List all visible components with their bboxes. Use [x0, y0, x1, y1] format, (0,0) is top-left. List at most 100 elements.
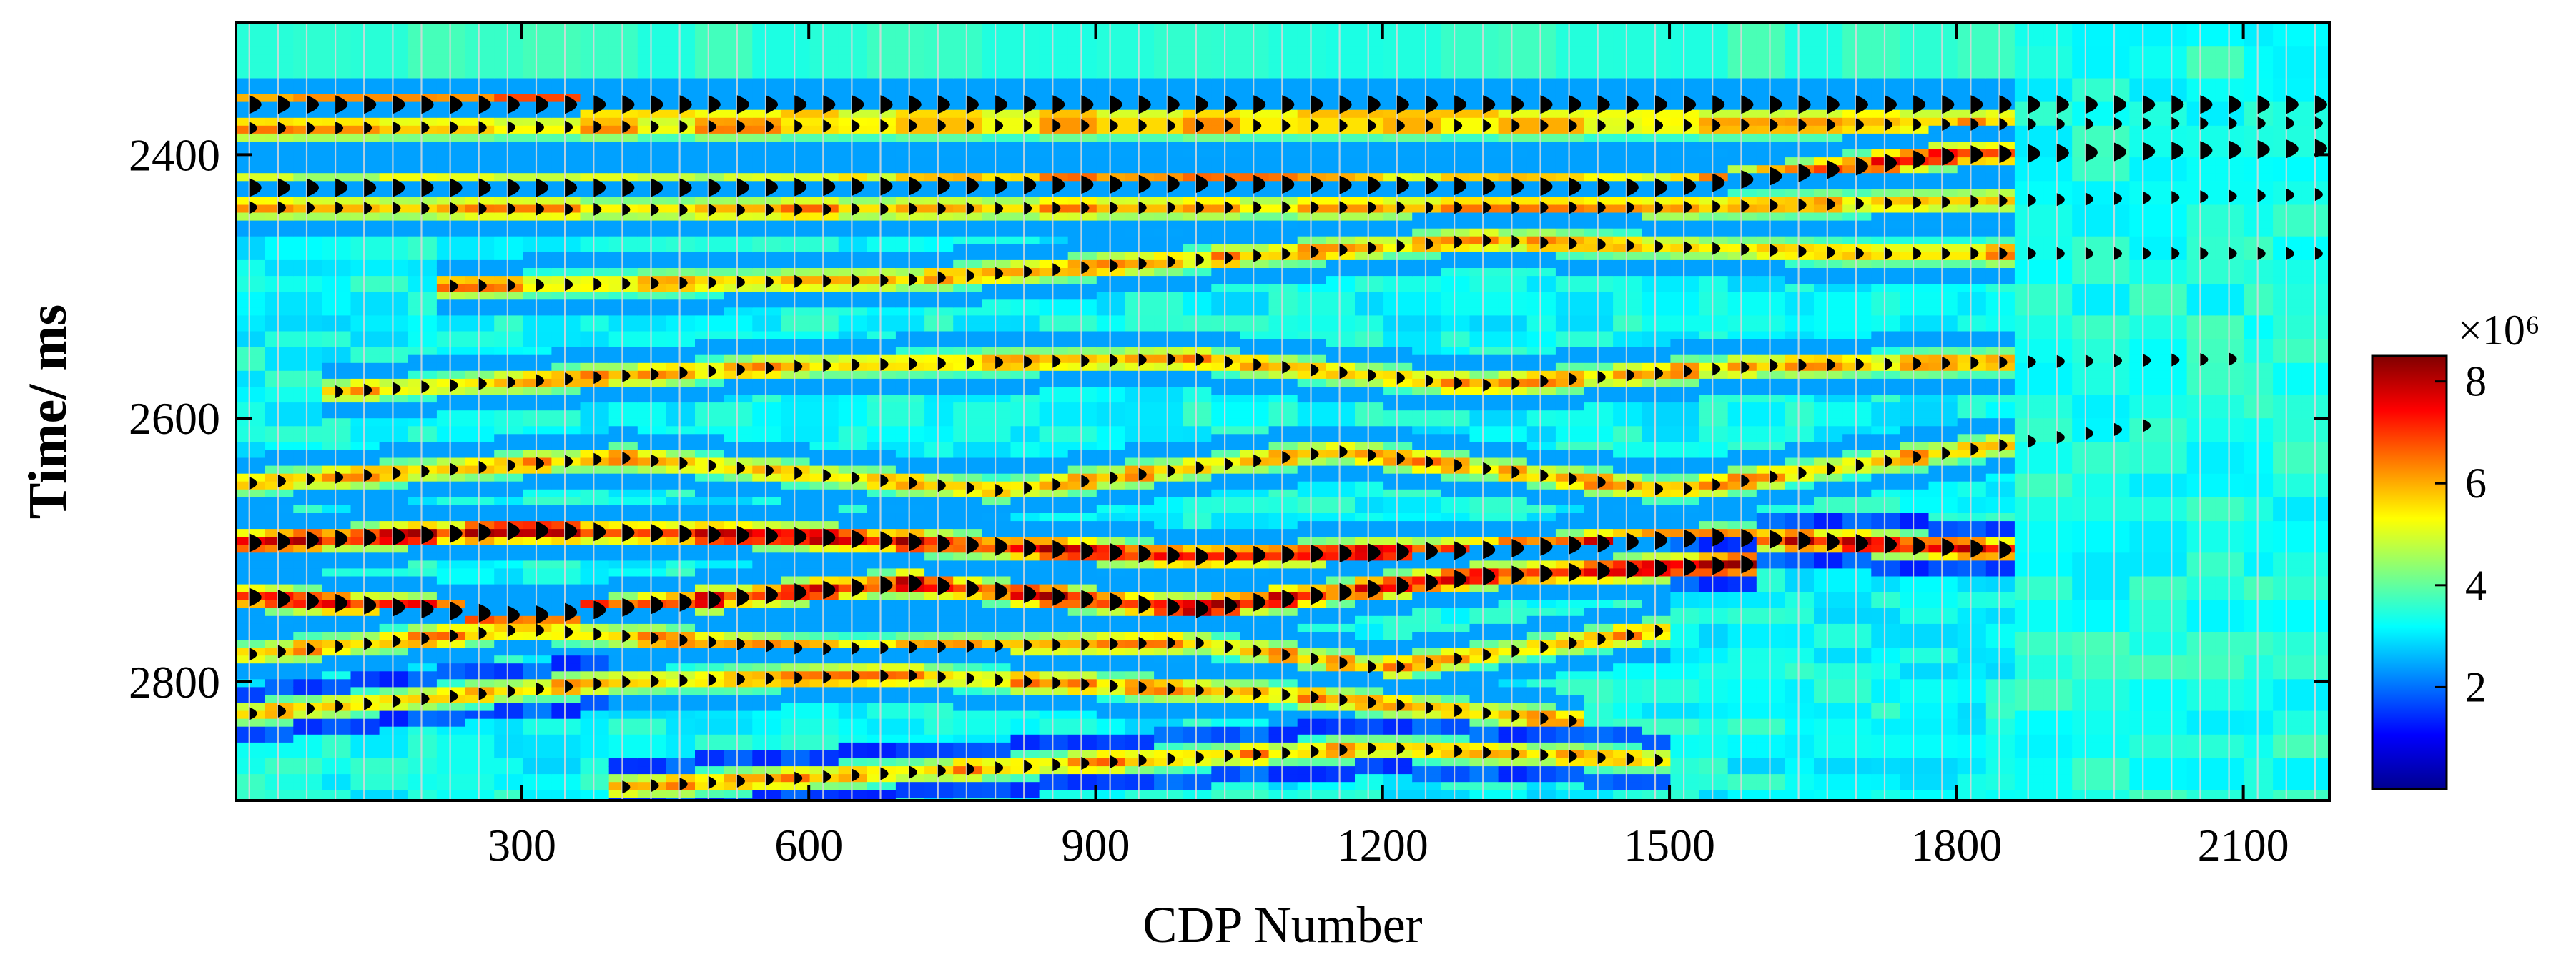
heatmap-cell	[523, 742, 552, 751]
heatmap-cell	[265, 497, 294, 506]
heatmap-cell	[1268, 521, 1298, 530]
heatmap-cell	[322, 718, 352, 728]
heatmap-cell	[1613, 354, 1642, 364]
heatmap-cell	[523, 552, 552, 561]
heatmap-cell	[236, 395, 265, 403]
heatmap-cell	[1355, 537, 1384, 545]
heatmap-cell	[465, 173, 495, 182]
heatmap-cell	[1154, 142, 1183, 150]
heatmap-cell	[724, 648, 753, 656]
heatmap-cell	[809, 560, 839, 570]
heatmap-cell	[695, 560, 724, 570]
heatmap-cell	[1526, 307, 1556, 316]
heatmap-cell	[1670, 70, 1700, 79]
heatmap-cell	[1469, 78, 1499, 87]
heatmap-cell	[1642, 742, 1671, 751]
heatmap-cell	[465, 307, 495, 316]
heatmap-cell	[293, 339, 322, 348]
heatmap-cell	[924, 418, 954, 427]
heatmap-cell	[1211, 671, 1240, 680]
heatmap-cell	[1096, 31, 1126, 39]
heatmap-cell	[1383, 623, 1413, 633]
heatmap-cell	[695, 31, 724, 39]
heatmap-cell	[236, 695, 265, 704]
heatmap-cell	[379, 402, 409, 411]
heatmap-cell	[1039, 395, 1069, 403]
heatmap-cell	[1154, 402, 1183, 411]
heatmap-cell	[350, 78, 380, 87]
heatmap-cell	[1211, 782, 1240, 790]
heatmap-cell	[265, 640, 294, 648]
heatmap-cell	[809, 418, 839, 427]
heatmap-cell	[1526, 149, 1556, 158]
heatmap-cell	[1039, 378, 1069, 387]
heatmap-cell	[924, 259, 954, 269]
heatmap-cell	[895, 410, 925, 419]
heatmap-cell	[350, 354, 380, 364]
heatmap-cell	[551, 347, 581, 356]
heatmap-cell	[1010, 62, 1040, 71]
heatmap-cell	[465, 268, 495, 277]
heatmap-cell	[1642, 173, 1671, 182]
heatmap-cell	[293, 687, 322, 696]
heatmap-cell	[1441, 142, 1471, 150]
heatmap-cell	[637, 513, 667, 522]
heatmap-cell	[1039, 142, 1069, 150]
heatmap-cell	[322, 623, 352, 633]
heatmap-cell	[781, 259, 811, 269]
heatmap-cell	[1240, 315, 1270, 324]
heatmap-cell	[1067, 157, 1097, 166]
heatmap-cell	[1441, 149, 1471, 158]
heatmap-cell	[1642, 766, 1671, 775]
heatmap-cell	[1096, 655, 1126, 664]
heatmap-cell	[895, 252, 925, 261]
heatmap-cell	[1383, 655, 1413, 664]
heatmap-cell	[809, 790, 839, 798]
heatmap-cell	[1067, 339, 1097, 348]
heatmap-cell	[1613, 782, 1642, 790]
heatmap-cell	[838, 489, 868, 498]
heatmap-cell	[1355, 395, 1384, 403]
heatmap-cell	[1642, 354, 1671, 364]
heatmap-cell	[293, 354, 322, 364]
heatmap-cell	[1326, 418, 1356, 427]
heatmap-cell	[1584, 46, 1614, 55]
heatmap-cell	[293, 370, 322, 380]
heatmap-cell	[1412, 402, 1441, 411]
heatmap-cell	[1211, 576, 1240, 585]
heatmap-cell	[1211, 86, 1240, 95]
heatmap-cell	[1240, 228, 1270, 237]
heatmap-cell	[666, 252, 696, 261]
heatmap-cell	[1613, 212, 1642, 222]
heatmap-cell	[1211, 537, 1240, 545]
heatmap-cell	[608, 592, 638, 601]
heatmap-cell	[1469, 718, 1499, 728]
heatmap-cell	[1355, 529, 1384, 537]
heatmap-cell	[1526, 742, 1556, 751]
heatmap-cell	[1326, 39, 1356, 47]
heatmap-cell	[1067, 576, 1097, 585]
heatmap-cell	[1297, 734, 1327, 743]
heatmap-cell	[1183, 347, 1212, 356]
heatmap-cell	[982, 39, 1011, 47]
heatmap-cell	[1154, 284, 1183, 292]
heatmap-cell	[895, 679, 925, 688]
heatmap-cell	[523, 718, 552, 728]
heatmap-cell	[1240, 584, 1270, 593]
heatmap-cell	[1010, 457, 1040, 467]
heatmap-cell	[1125, 560, 1155, 570]
heatmap-cell	[350, 142, 380, 150]
heatmap-cell	[379, 315, 409, 324]
heatmap-cell	[1441, 252, 1471, 261]
heatmap-cell	[1613, 39, 1642, 47]
heatmap-cell	[1498, 521, 1528, 530]
heatmap-cell	[580, 31, 610, 39]
heatmap-cell	[551, 758, 581, 767]
heatmap-cell	[666, 70, 696, 79]
heatmap-cell	[1096, 576, 1126, 585]
heatmap-cell	[924, 442, 954, 451]
heatmap-cell	[494, 268, 523, 277]
heatmap-cell	[408, 292, 438, 300]
heatmap-cell	[1412, 560, 1441, 570]
heatmap-cell	[265, 687, 294, 696]
